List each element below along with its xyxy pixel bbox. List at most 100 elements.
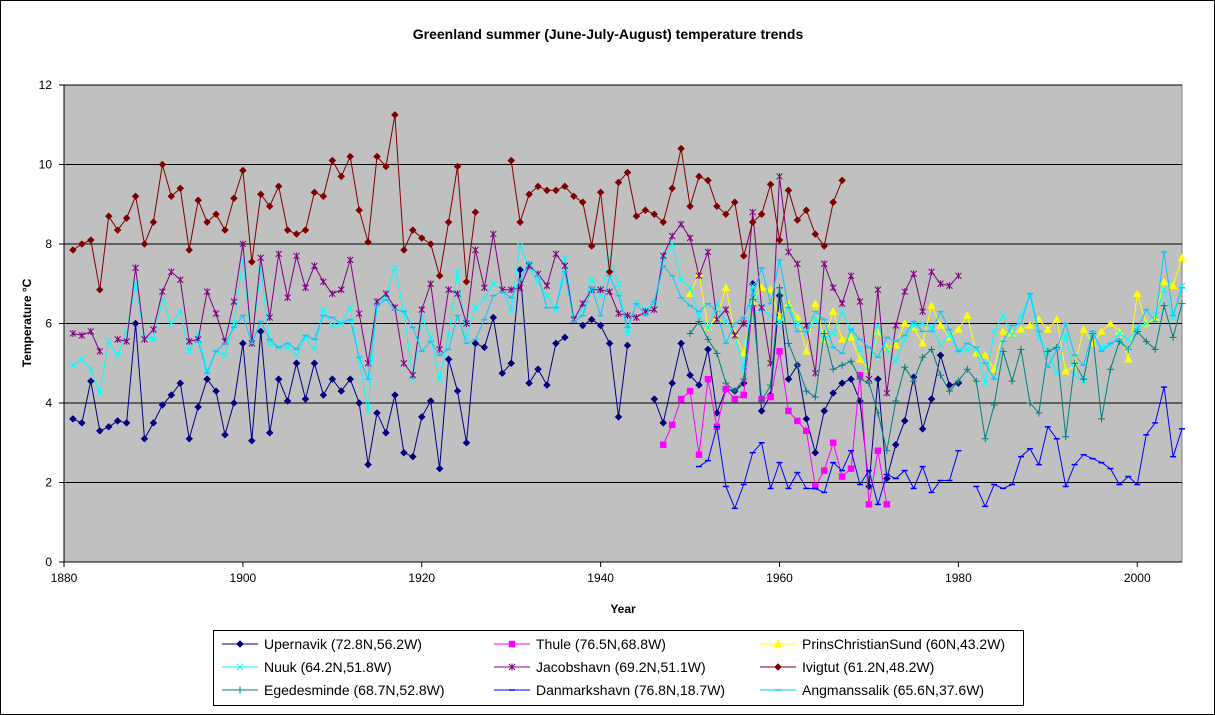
x-tick-label: 1960 [766, 571, 793, 585]
data-point [641, 206, 650, 215]
legend-swatch [760, 689, 796, 691]
series-4 [69, 240, 1186, 415]
data-point [865, 501, 873, 508]
y-tick-label: 2 [45, 476, 52, 490]
data-point [1062, 433, 1070, 441]
legend-item: PrinsChristianSund (60N,43.2W) [760, 634, 1005, 654]
data-point [391, 391, 399, 399]
data-point [319, 391, 328, 399]
series-line [689, 287, 1183, 451]
data-point [516, 218, 524, 226]
data-point [417, 413, 426, 421]
data-point [668, 232, 676, 240]
data-point [355, 399, 364, 407]
data-point [149, 419, 158, 427]
data-point [784, 339, 792, 347]
data-point [1106, 318, 1115, 327]
data-point [525, 190, 533, 199]
data-point [212, 210, 220, 219]
data-point [829, 389, 838, 397]
data-point [838, 308, 846, 315]
data-point [891, 340, 901, 349]
data-point [426, 240, 435, 248]
data-point [104, 212, 113, 221]
data-point [1142, 337, 1150, 345]
data-point [69, 415, 77, 423]
data-point [1025, 320, 1035, 329]
data-point [1124, 336, 1132, 343]
data-point [140, 240, 149, 248]
data-point [247, 258, 256, 266]
data-point [650, 210, 659, 219]
data-point [78, 331, 86, 339]
data-point [391, 110, 399, 119]
data-point [292, 230, 301, 238]
data-point [408, 226, 417, 234]
data-point [802, 206, 811, 215]
data-point [256, 190, 265, 199]
data-point [311, 345, 318, 353]
data-point [113, 417, 122, 425]
data-point [364, 460, 372, 469]
x-tick-label: 2000 [1124, 571, 1151, 585]
axes: 0 2 4 6 8 10 12 1880 1900 1920 1940 1960 1980 2000 [39, 78, 1182, 585]
data-point [1044, 347, 1052, 355]
data-point [892, 357, 900, 365]
data-point [713, 202, 721, 211]
data-point [677, 220, 685, 228]
data-point [445, 286, 452, 294]
data-point [855, 354, 865, 363]
legend-label: Upernavik (72.8N,56.2W) [264, 636, 422, 652]
data-point [444, 218, 453, 226]
data-point [203, 218, 211, 226]
data-point [418, 314, 426, 321]
data-point [910, 377, 918, 385]
data-point [194, 403, 203, 411]
data-point [776, 172, 783, 180]
data-point [283, 226, 292, 234]
data-point [972, 377, 980, 385]
data-point [963, 311, 972, 319]
data-point [158, 160, 167, 169]
data-point [776, 284, 784, 292]
data-point [704, 345, 712, 354]
data-point [883, 447, 891, 455]
legend-marker [236, 663, 244, 671]
data-point [159, 288, 166, 296]
data-point [364, 407, 372, 415]
legend-item: Jacobshavn (69.2N,51.1W) [494, 657, 706, 677]
series-line [832, 180, 843, 203]
data-point [802, 346, 811, 355]
data-point [695, 381, 703, 389]
data-point [346, 256, 354, 264]
data-point [328, 156, 337, 165]
chart-title: Greenland summer (June-July-August) temp… [413, 26, 804, 42]
legend-label: Egedesminde (68.7N,52.8W) [264, 682, 445, 698]
data-point [749, 282, 757, 290]
data-point [722, 318, 730, 325]
legend-swatch [494, 640, 530, 648]
legend-item: Ivigtut (61.2N,48.2W) [760, 657, 934, 677]
data-point [578, 321, 587, 330]
data-point [785, 248, 792, 256]
data-point [937, 371, 945, 379]
data-point [221, 430, 229, 439]
data-point [749, 296, 757, 304]
data-point [615, 310, 622, 318]
data-point [856, 298, 864, 306]
data-point [355, 310, 363, 318]
data-point [176, 308, 184, 315]
data-point [918, 338, 927, 347]
data-point [901, 288, 909, 296]
data-point [409, 371, 417, 379]
data-point [462, 277, 471, 286]
data-point [650, 395, 659, 403]
data-point [865, 379, 873, 387]
data-point [454, 290, 461, 298]
data-point [919, 353, 927, 361]
data-point [820, 242, 829, 250]
data-point [704, 375, 712, 383]
data-point [141, 335, 148, 343]
data-point [78, 355, 86, 363]
data-point [319, 192, 328, 201]
